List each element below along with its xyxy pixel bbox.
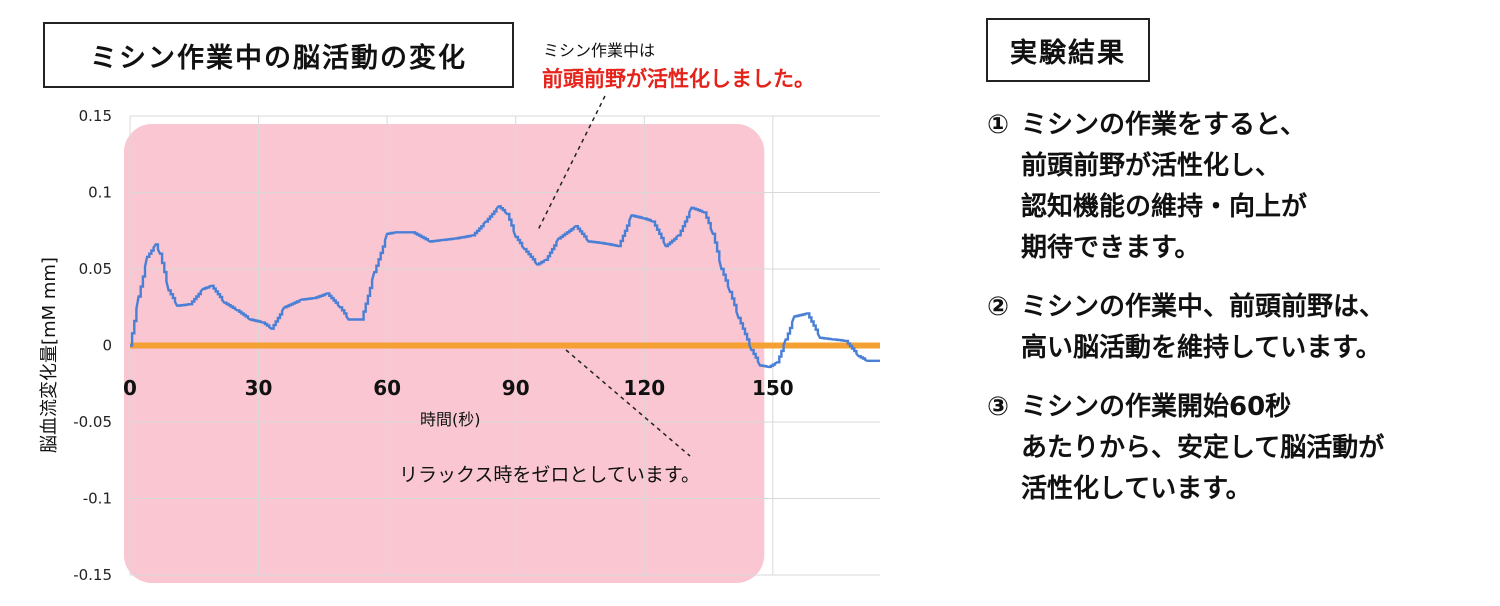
y-tick-label: 0.1 (88, 184, 112, 202)
y-tick-label: 0.15 (79, 107, 112, 125)
y-tick-labels: 0.15 0.1 0.05 0 -0.05 -0.1 -0.15 (73, 107, 112, 584)
x-axis-title: 時間(秒) (420, 410, 481, 429)
result-item-2: ② ミシンの作業中、前頭前野は、 高い脳活動を維持しています。 (987, 287, 1487, 369)
result-number: ② (987, 292, 1010, 322)
y-tick-label: 0.05 (79, 260, 112, 278)
series-line (130, 205, 880, 369)
chart-title: ミシン作業中の脳活動の変化 (43, 22, 514, 88)
highlight-region (124, 124, 765, 583)
x-tick-label: 90 (502, 376, 530, 400)
y-axis-title: 脳血流変化量[mM mm] (39, 257, 60, 453)
y-tick-label: -0.05 (73, 413, 112, 431)
result-text: ミシンの作業開始60秒 あたりから、安定して脳活動が 活性化しています。 (1021, 392, 1385, 504)
callout-red-text: 前頭前野が活性化しました。 (542, 67, 815, 91)
result-item-1: ① ミシンの作業をすると、 前頭前野が活性化し、 認知機能の維持・向上が 期待で… (987, 105, 1487, 269)
result-text: ミシンの作業中、前頭前野は、 高い脳活動を維持しています。 (1021, 292, 1386, 363)
result-text: ミシンの作業をすると、 前頭前野が活性化し、 認知機能の維持・向上が 期待できま… (1021, 110, 1308, 263)
x-tick-label: 30 (245, 376, 273, 400)
x-tick-label: 120 (623, 376, 665, 400)
results-title: 実験結果 (986, 18, 1150, 82)
y-tick-label: -0.1 (83, 490, 112, 508)
x-tick-label: 0 (123, 376, 137, 400)
result-number: ③ (987, 392, 1010, 422)
result-number: ① (987, 110, 1010, 140)
x-tick-label: 150 (752, 376, 794, 400)
callout-leader-top (536, 95, 606, 233)
y-tick-label: -0.15 (73, 566, 112, 584)
x-tick-labels: 0 30 60 90 120 150 (123, 376, 794, 400)
callout-small-text: ミシン作業中は (543, 41, 656, 60)
y-tick-label: 0 (102, 337, 112, 355)
results-list: ① ミシンの作業をすると、 前頭前野が活性化し、 認知機能の維持・向上が 期待で… (987, 105, 1487, 528)
callout-leader-bottom (565, 349, 691, 457)
result-item-3: ③ ミシンの作業開始60秒 あたりから、安定して脳活動が 活性化しています。 (987, 387, 1487, 510)
relax-note: リラックス時をゼロとしています。 (399, 464, 700, 486)
x-tick-label: 60 (373, 376, 401, 400)
